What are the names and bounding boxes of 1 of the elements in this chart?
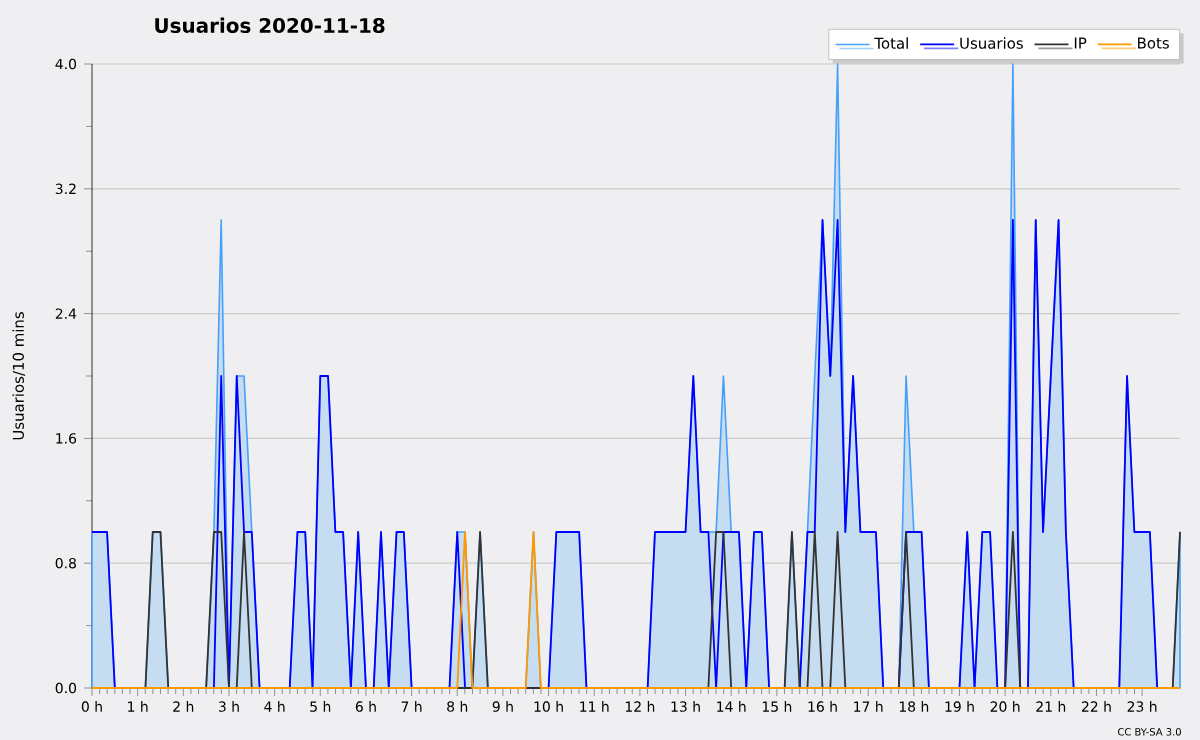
chart-title: Usuarios 2020-11-18 <box>155 17 385 34</box>
